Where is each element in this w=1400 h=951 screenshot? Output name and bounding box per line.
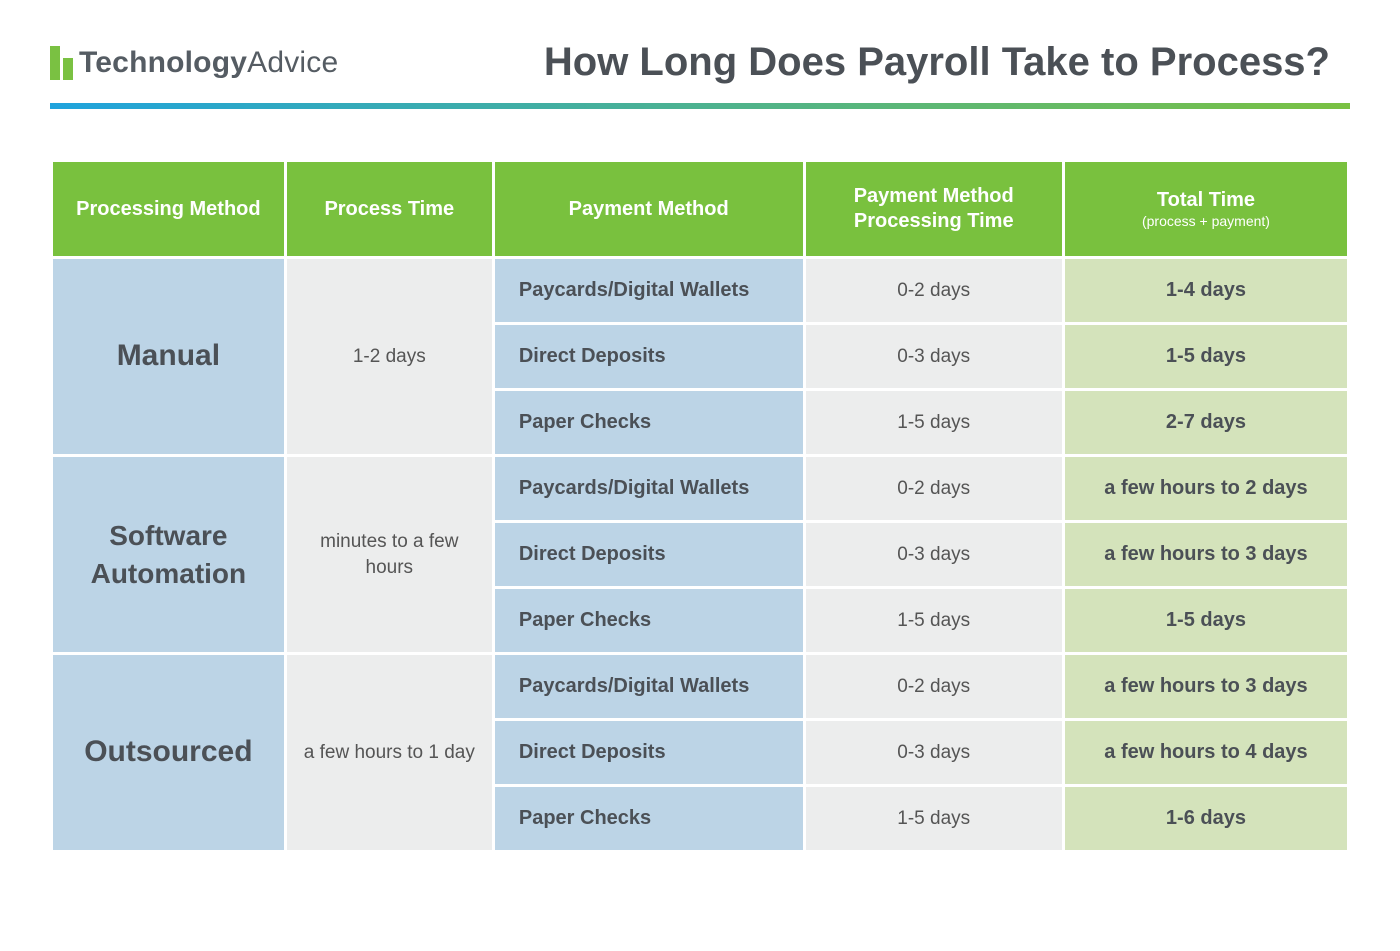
total-time-cell: 1-5 days — [1065, 325, 1347, 388]
process-time-cell: minutes to a few hours — [287, 457, 492, 652]
payment-time-cell: 1-5 days — [806, 391, 1062, 454]
column-header-sub: (process + payment) — [1077, 213, 1335, 231]
total-time-cell: 2-7 days — [1065, 391, 1347, 454]
header: TechnologyAdvice How Long Does Payroll T… — [50, 40, 1350, 85]
payment-time-cell: 0-3 days — [806, 523, 1062, 586]
gradient-divider — [50, 103, 1350, 109]
table-body: Manual1-2 daysPaycards/Digital Wallets0-… — [53, 259, 1347, 850]
brand-name-light: Advice — [247, 46, 338, 79]
column-header: Process Time — [287, 162, 492, 256]
processing-method-cell: Outsourced — [53, 655, 284, 850]
payment-time-cell: 0-3 days — [806, 325, 1062, 388]
column-header: Processing Method — [53, 162, 284, 256]
payment-method-cell: Paper Checks — [495, 391, 803, 454]
payment-method-cell: Paper Checks — [495, 787, 803, 850]
table-head: Processing MethodProcess TimePayment Met… — [53, 162, 1347, 256]
table-row: Manual1-2 daysPaycards/Digital Wallets0-… — [53, 259, 1347, 322]
payroll-table: Processing MethodProcess TimePayment Met… — [50, 159, 1350, 853]
column-header: Payment Method Processing Time — [806, 162, 1062, 256]
table-row: Outsourceda few hours to 1 dayPaycards/D… — [53, 655, 1347, 718]
processing-method-cell: SoftwareAutomation — [53, 457, 284, 652]
column-header: Payment Method — [495, 162, 803, 256]
payment-time-cell: 0-2 days — [806, 457, 1062, 520]
payment-method-cell: Direct Deposits — [495, 325, 803, 388]
payment-method-cell: Paycards/Digital Wallets — [495, 457, 803, 520]
payment-time-cell: 1-5 days — [806, 787, 1062, 850]
payment-method-cell: Paper Checks — [495, 589, 803, 652]
total-time-cell: a few hours to 3 days — [1065, 655, 1347, 718]
payment-time-cell: 0-2 days — [806, 655, 1062, 718]
total-time-cell: 1-4 days — [1065, 259, 1347, 322]
payment-time-cell: 0-3 days — [806, 721, 1062, 784]
total-time-cell: a few hours to 3 days — [1065, 523, 1347, 586]
total-time-cell: a few hours to 4 days — [1065, 721, 1347, 784]
payroll-table-container: Processing MethodProcess TimePayment Met… — [50, 159, 1350, 853]
processing-method-cell: Manual — [53, 259, 284, 454]
payment-time-cell: 0-2 days — [806, 259, 1062, 322]
payment-method-cell: Paycards/Digital Wallets — [495, 259, 803, 322]
table-row: SoftwareAutomationminutes to a few hours… — [53, 457, 1347, 520]
payment-method-cell: Direct Deposits — [495, 523, 803, 586]
payment-time-cell: 1-5 days — [806, 589, 1062, 652]
payment-method-cell: Direct Deposits — [495, 721, 803, 784]
brand-name-bold: Technology — [79, 46, 247, 79]
process-time-cell: a few hours to 1 day — [287, 655, 492, 850]
column-header: Total Time(process + payment) — [1065, 162, 1347, 256]
page-title: How Long Does Payroll Take to Process? — [378, 40, 1350, 85]
process-time-cell: 1-2 days — [287, 259, 492, 454]
brand-name: TechnologyAdvice — [79, 46, 338, 80]
brand-logo: TechnologyAdvice — [50, 46, 338, 80]
total-time-cell: 1-5 days — [1065, 589, 1347, 652]
logo-mark-icon — [50, 46, 73, 80]
total-time-cell: a few hours to 2 days — [1065, 457, 1347, 520]
payment-method-cell: Paycards/Digital Wallets — [495, 655, 803, 718]
total-time-cell: 1-6 days — [1065, 787, 1347, 850]
table-header-row: Processing MethodProcess TimePayment Met… — [53, 162, 1347, 256]
